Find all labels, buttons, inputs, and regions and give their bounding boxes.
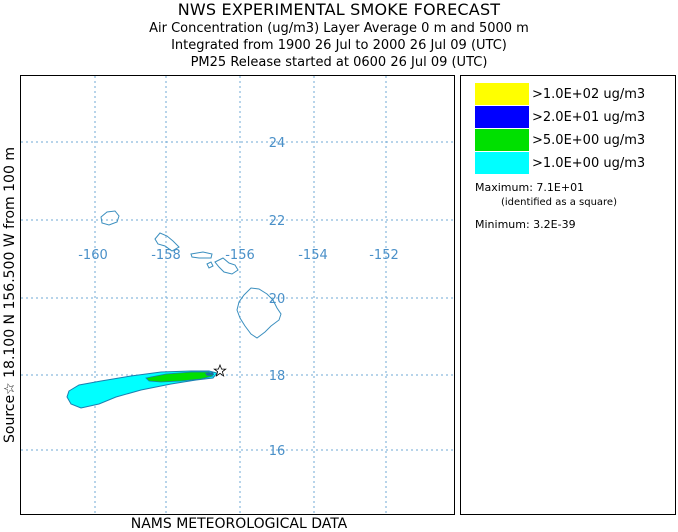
lat-label-22: 22: [269, 214, 286, 229]
lon-label-154: -154: [298, 248, 328, 263]
lat-label-18: 18: [269, 369, 286, 384]
lon-label-156: -156: [225, 248, 255, 263]
legend-item: >1.0E+00 ug/m3: [475, 152, 645, 174]
maui-island: [214, 257, 239, 275]
hawaii-island: [236, 287, 282, 339]
legend-label: >2.0E+01 ug/m3: [532, 109, 646, 125]
legend-label: >1.0E+00 ug/m3: [532, 155, 646, 171]
maximum-value: Maximum: 7.1E+01: [475, 181, 585, 194]
map-gridlines: [21, 76, 454, 514]
plume-core: [205, 372, 214, 376]
kauai-island: [100, 210, 120, 226]
star-icon: [213, 363, 227, 377]
meteorological-data-label: NAMS METEOROLOGICAL DATA: [130, 516, 348, 532]
legend-swatch-blue: [475, 106, 529, 128]
plume-contour-5: [145, 371, 214, 383]
lon-label-158: -158: [151, 248, 181, 263]
legend-swatch-yellow: [475, 83, 529, 105]
lon-label-152: -152: [369, 248, 399, 263]
integration-subtitle: Integrated from 1900 26 Jul to 2000 26 J…: [171, 38, 507, 53]
lon-label-160: -160: [78, 248, 108, 263]
coastlines: [100, 210, 282, 339]
source-location-text: Source☆ 18.100 N 156.500 W from 100 m: [2, 147, 18, 443]
lat-label-20: 20: [269, 292, 286, 307]
forecast-title: NWS EXPERIMENTAL SMOKE FORECAST: [177, 0, 501, 19]
legend-panel: >1.0E+02 ug/m3 >2.0E+01 ug/m3 >5.0E+00 u…: [460, 75, 676, 515]
lanai-island: [206, 261, 214, 269]
legend-label: >5.0E+00 ug/m3: [532, 132, 646, 148]
legend-item: >5.0E+00 ug/m3: [475, 129, 645, 151]
legend-item: >2.0E+01 ug/m3: [475, 106, 645, 128]
legend-item: >1.0E+02 ug/m3: [475, 83, 645, 105]
minimum-value: Minimum: 3.2E-39: [475, 218, 576, 231]
legend-swatch-green: [475, 129, 529, 151]
maximum-note: (identified as a square): [501, 197, 617, 208]
map-panel: -160 -158 -156 -154 -152 24 22 20 18 16: [20, 75, 455, 515]
lat-label-16: 16: [269, 444, 286, 459]
concentration-subtitle: Air Concentration (ug/m3) Layer Average …: [149, 21, 529, 36]
legend-swatch-cyan: [475, 152, 529, 174]
release-subtitle: PM25 Release started at 0600 26 Jul 09 (…: [190, 55, 488, 70]
lat-label-24: 24: [269, 136, 286, 151]
smoke-plume: [66, 370, 218, 409]
molokai-island: [190, 251, 213, 259]
oahu-island: [154, 232, 180, 252]
source-location-label: Source☆ 18.100 N 156.500 W from 100 m: [0, 75, 20, 515]
map-canvas: -160 -158 -156 -154 -152 24 22 20 18 16: [21, 76, 454, 514]
legend-label: >1.0E+02 ug/m3: [532, 86, 646, 102]
